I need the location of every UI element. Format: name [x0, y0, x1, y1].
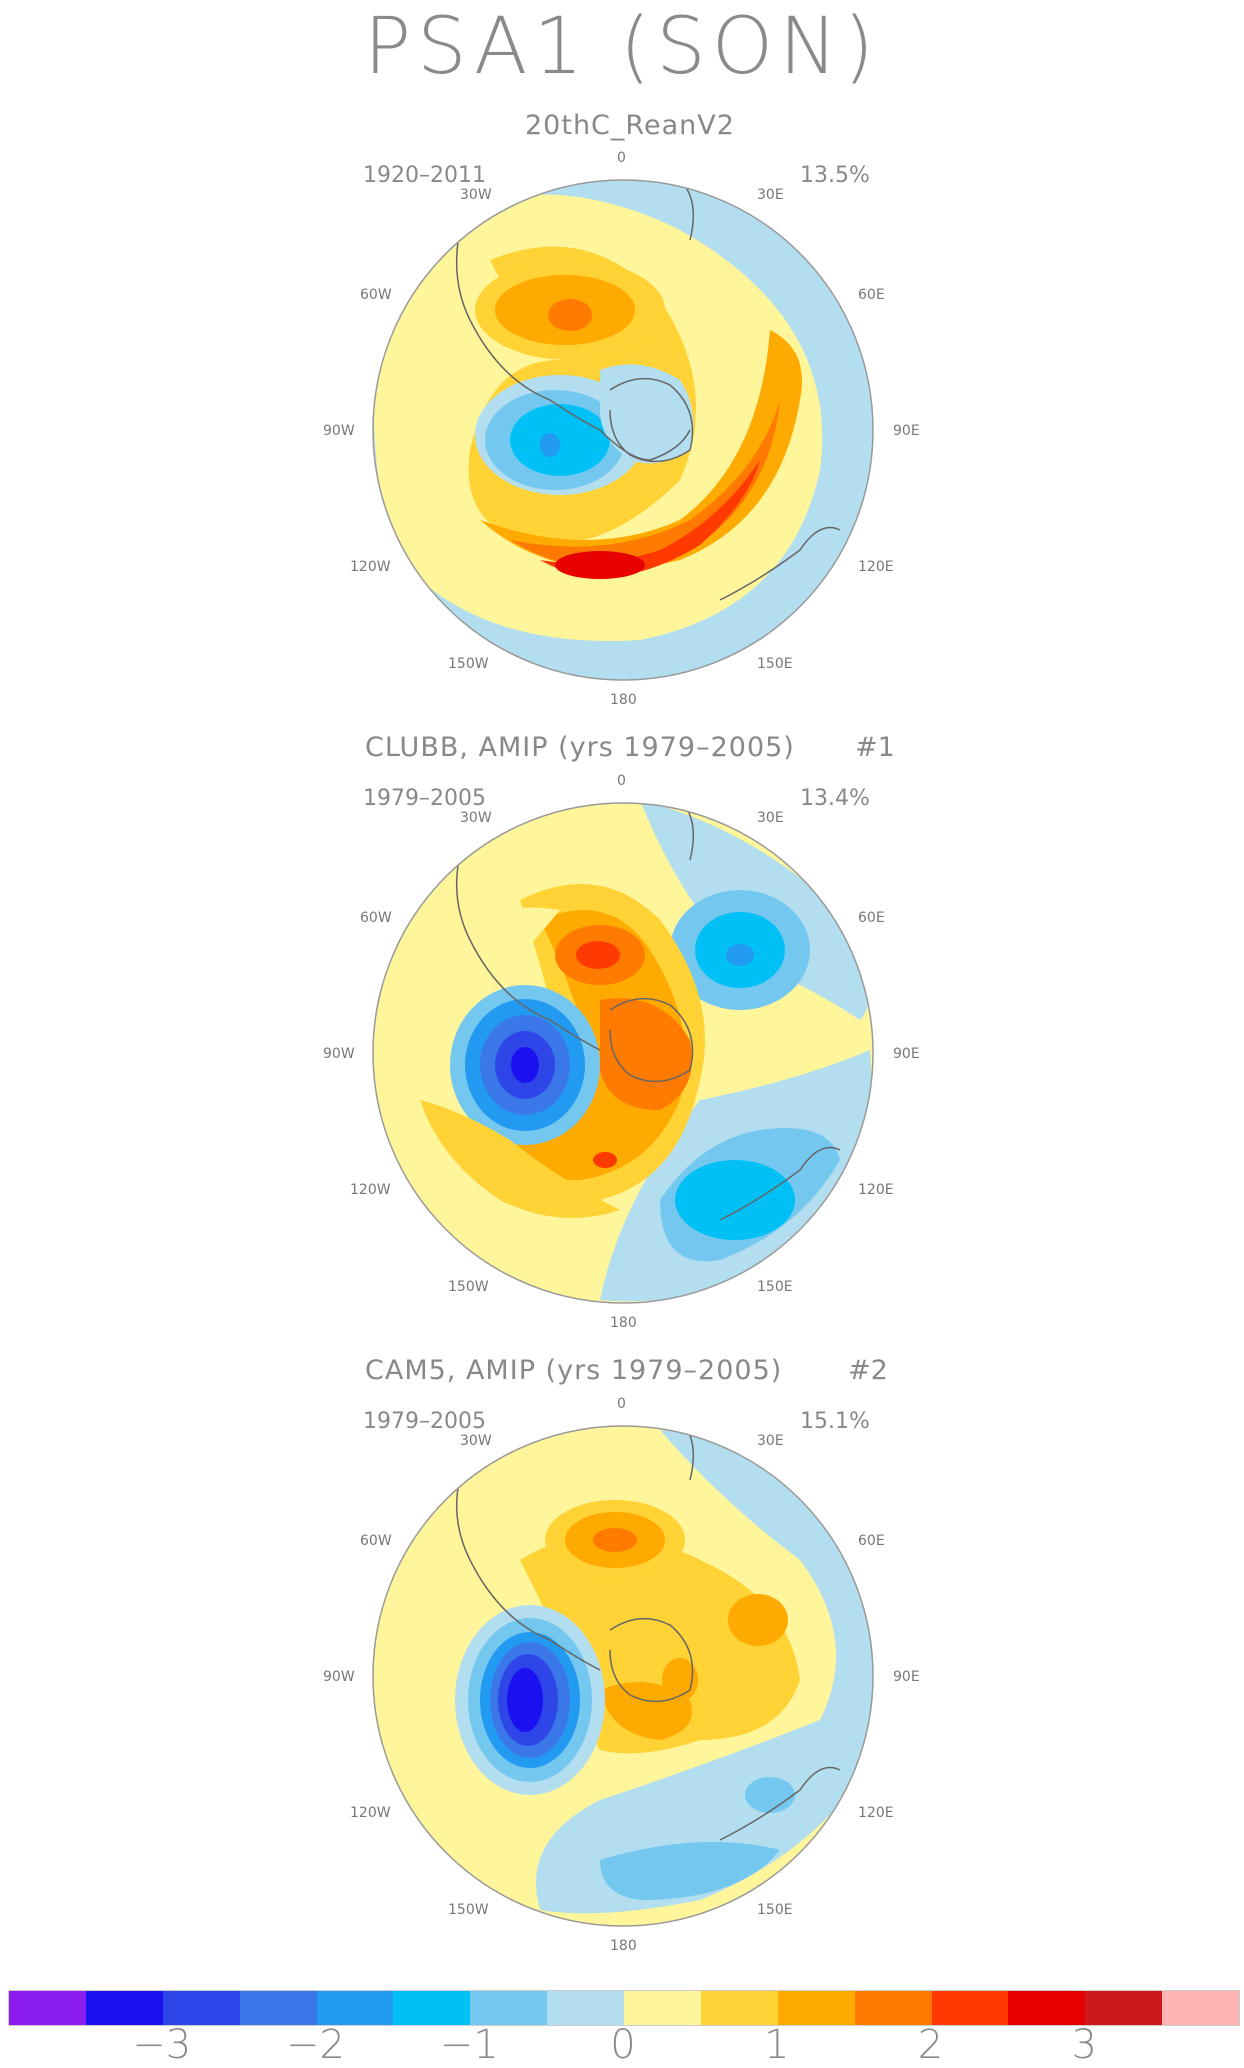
- panel-variance: 13.4%: [800, 786, 870, 811]
- lon-label-120w: 120W: [350, 559, 391, 575]
- colorbar-tick-label: 0: [610, 2022, 636, 2068]
- lon-label-120e: 120E: [858, 1182, 894, 1198]
- lon-label-150w: 150W: [448, 1279, 489, 1295]
- colorbar-swatch: [9, 1991, 86, 2025]
- panel-title: 20thC_ReanV2: [525, 110, 735, 141]
- panel-years: 1979–2005: [363, 1409, 486, 1434]
- polar-map-cam5: [372, 1425, 874, 1927]
- lon-label-150w: 150W: [448, 656, 489, 672]
- lon-label-30w: 30W: [460, 187, 492, 203]
- lon-label-120e: 120E: [858, 559, 894, 575]
- lon-label-180: 180: [610, 692, 637, 708]
- lon-label-30e: 30E: [757, 810, 784, 826]
- colorbar-swatch: [854, 1991, 932, 2025]
- page-title: PSA1 (SON): [364, 2, 880, 92]
- lon-label-0: 0: [617, 150, 626, 166]
- panel-years: 1920–2011: [363, 163, 486, 188]
- panel-number: #2: [848, 1355, 888, 1386]
- colorbar-tick-label: −1: [439, 2022, 499, 2068]
- lon-label-30e: 30E: [757, 187, 784, 203]
- lon-label-180: 180: [610, 1938, 637, 1954]
- panel-variance: 13.5%: [800, 163, 870, 188]
- colorbar-tick-label: −3: [132, 2022, 192, 2068]
- panel-years: 1979–2005: [363, 786, 486, 811]
- lon-label-0: 0: [617, 1396, 626, 1412]
- polar-map-reanalysis: [372, 179, 874, 681]
- colorbar-swatch: [931, 1991, 1009, 2025]
- lon-label-90e: 90E: [893, 1046, 920, 1062]
- colorbar-swatch: [470, 1991, 548, 2025]
- lon-label-90w: 90W: [323, 423, 355, 439]
- lon-label-0: 0: [617, 773, 626, 789]
- polar-map-clubb: [372, 802, 874, 1304]
- panel-number: #1: [855, 732, 895, 763]
- lon-label-150e: 150E: [757, 656, 793, 672]
- lon-label-120w: 120W: [350, 1805, 391, 1821]
- colorbar-swatch: [1162, 1991, 1239, 2025]
- colorbar-swatch: [624, 1991, 701, 2025]
- colorbar-swatch: [1085, 1991, 1163, 2025]
- lon-label-60e: 60E: [858, 1533, 885, 1549]
- colorbar-tick-label: 1: [764, 2022, 790, 2068]
- lon-label-120e: 120E: [858, 1805, 894, 1821]
- lon-label-90w: 90W: [323, 1046, 355, 1062]
- colorbar-swatch: [316, 1991, 394, 2025]
- colorbar-swatch: [239, 1991, 317, 2025]
- lon-label-150e: 150E: [757, 1902, 793, 1918]
- panel-title: CAM5, AMIP (yrs 1979–2005): [365, 1355, 783, 1386]
- lon-label-90e: 90E: [893, 423, 920, 439]
- colorbar-swatch: [700, 1991, 778, 2025]
- lon-label-150w: 150W: [448, 1902, 489, 1918]
- colorbar-tick-label: 2: [917, 2022, 944, 2068]
- colorbar-swatch: [777, 1991, 855, 2025]
- lon-label-180: 180: [610, 1315, 637, 1331]
- colorbar-tick-label: −2: [286, 2022, 345, 2068]
- lon-label-60e: 60E: [858, 287, 885, 303]
- lon-label-30w: 30W: [460, 1433, 492, 1449]
- colorbar-swatch: [1008, 1991, 1086, 2025]
- lon-label-90e: 90E: [893, 1669, 920, 1685]
- colorbar-tick-label: 3: [1071, 2022, 1097, 2068]
- lon-label-150e: 150E: [757, 1279, 793, 1295]
- colorbar-swatch: [393, 1991, 471, 2025]
- lon-label-60w: 60W: [360, 1533, 392, 1549]
- panel-title: CLUBB, AMIP (yrs 1979–2005): [365, 732, 795, 763]
- lon-label-120w: 120W: [350, 1182, 391, 1198]
- lon-label-30w: 30W: [460, 810, 492, 826]
- colorbar: [8, 1990, 1240, 2026]
- colorbar-swatch: [162, 1991, 240, 2025]
- lon-label-90w: 90W: [323, 1669, 355, 1685]
- panel-variance: 15.1%: [800, 1409, 870, 1434]
- colorbar-swatch: [547, 1991, 624, 2025]
- lon-label-30e: 30E: [757, 1433, 784, 1449]
- lon-label-60e: 60E: [858, 910, 885, 926]
- lon-label-60w: 60W: [360, 910, 392, 926]
- colorbar-swatch: [85, 1991, 163, 2025]
- lon-label-60w: 60W: [360, 287, 392, 303]
